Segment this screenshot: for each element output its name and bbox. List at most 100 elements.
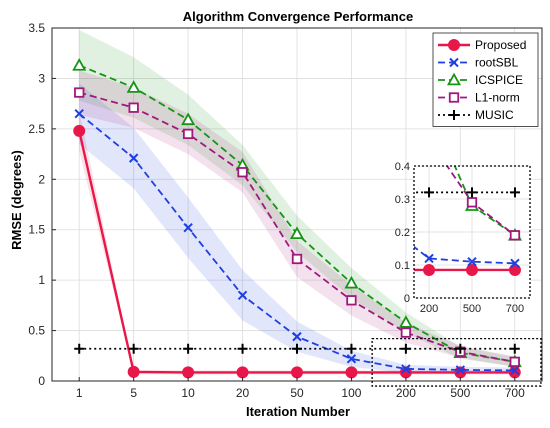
marker-plus (346, 343, 357, 354)
marker-x (467, 256, 477, 267)
legend: Proposed rootSBL ICSPICE L1-norm MUSIC (432, 32, 539, 127)
marker-x (74, 109, 84, 119)
x-tick-label: 100 (341, 386, 361, 400)
marker-circle (345, 366, 358, 379)
inset-data-point-music (467, 187, 477, 198)
marker-plus (509, 187, 520, 198)
legend-label-icspice: ICSPICE (475, 73, 523, 87)
y-tick-label: 0.5 (28, 324, 45, 338)
x-tick-label: 700 (505, 386, 525, 400)
data-point-proposed (236, 366, 249, 379)
inset-data-point-proposed (423, 263, 436, 276)
x-tick-label: 1 (76, 386, 83, 400)
marker-x (183, 222, 193, 233)
legend-marker-icspice (446, 72, 462, 86)
marker-circle (291, 366, 303, 379)
inset-frame (413, 165, 531, 299)
marker-square (400, 327, 412, 338)
data-point-l1-norm (291, 253, 303, 265)
data-point-proposed (73, 124, 86, 137)
inset-y-tick-label: 0 (404, 293, 410, 305)
marker-circle (466, 263, 478, 276)
x-tick-label: 50 (290, 386, 304, 400)
marker-x (510, 365, 520, 376)
data-point-rootsbl (183, 222, 193, 233)
data-point-proposed (508, 366, 521, 379)
data-point-l1-norm (400, 327, 412, 338)
marker-square (291, 253, 303, 265)
y-tick-label: 2 (38, 172, 45, 186)
data-point-music (292, 343, 302, 354)
inset-y-tick-label: 0.4 (395, 161, 410, 173)
inset-x-tick-label: 200 (420, 303, 438, 315)
x-tick-label: 10 (181, 386, 195, 400)
marker-x (237, 290, 248, 300)
data-point-rootsbl (455, 365, 466, 375)
data-point-music (237, 343, 248, 354)
marker-triangle (398, 315, 413, 328)
legend-label-music: MUSIC (475, 108, 514, 122)
marker-plus (183, 343, 194, 354)
x-tick-label: 5 (130, 386, 137, 400)
marker-x (346, 354, 357, 364)
inset-y-tick-label: 0.3 (395, 194, 410, 206)
inset-x-tick-label: 700 (506, 303, 524, 315)
marker-triangle (344, 275, 359, 289)
marker-square (466, 197, 478, 208)
x-tick-label: 20 (236, 386, 250, 400)
data-point-rootsbl (510, 365, 520, 376)
marker-plus (449, 110, 459, 120)
marker-plus (74, 343, 85, 354)
data-point-l1-norm (182, 128, 194, 140)
data-point-music (183, 343, 194, 354)
data-point-rootsbl (74, 109, 84, 119)
marker-x (455, 365, 466, 375)
inset-zoom-plot: 0 0.1 0.2 0.3 0.4 200 500 700 (395, 161, 531, 315)
marker-plus (237, 343, 248, 354)
marker-square (128, 102, 139, 113)
marker-x (510, 258, 520, 269)
data-point-rootsbl (128, 153, 139, 163)
inset-series-group (414, 166, 522, 276)
marker-triangle (181, 112, 196, 126)
y-tick-label: 2.5 (28, 122, 45, 136)
marker-plus (424, 187, 435, 198)
marker-triangle (72, 57, 87, 71)
marker-plus (455, 343, 466, 354)
marker-plus (509, 343, 520, 354)
y-tick-label: 0 (38, 374, 45, 388)
data-point-icspice (72, 57, 87, 71)
data-point-rootsbl (237, 290, 248, 300)
inset-y-tick-label: 0.2 (395, 227, 410, 239)
data-point-icspice (398, 315, 413, 328)
data-point-music (400, 343, 411, 354)
data-point-l1-norm (346, 295, 357, 306)
marker-plus (128, 343, 139, 354)
inset-data-point-music (509, 187, 520, 198)
inset-series-line-icspice (453, 166, 516, 237)
marker-x (449, 57, 459, 68)
inset-data-point-l1-norm (466, 197, 478, 208)
data-point-icspice (289, 226, 305, 240)
y-tick-label: 3.5 (28, 21, 45, 35)
marker-circle (127, 365, 140, 378)
legend-marker-rootsbl (449, 57, 459, 68)
data-point-rootsbl (401, 364, 411, 374)
data-point-l1-norm (128, 102, 139, 113)
x-tick-label: 200 (396, 386, 416, 400)
series-line-l1-norm (78, 91, 515, 363)
data-point-proposed (345, 366, 358, 379)
legend-marker-l1-norm (448, 92, 460, 103)
data-point-music (128, 343, 139, 354)
marker-circle (236, 366, 249, 379)
inset-data-point-proposed (466, 263, 478, 276)
chart-title: Algorithm Convergence Performance (183, 9, 413, 24)
data-point-rootsbl (292, 331, 302, 342)
marker-circle (182, 366, 195, 379)
data-point-l1-norm (509, 356, 520, 367)
marker-plus (292, 343, 302, 354)
confidence-band-rootsbl (79, 83, 515, 374)
legend-marker-proposed (448, 39, 460, 51)
marker-plus (467, 187, 477, 198)
